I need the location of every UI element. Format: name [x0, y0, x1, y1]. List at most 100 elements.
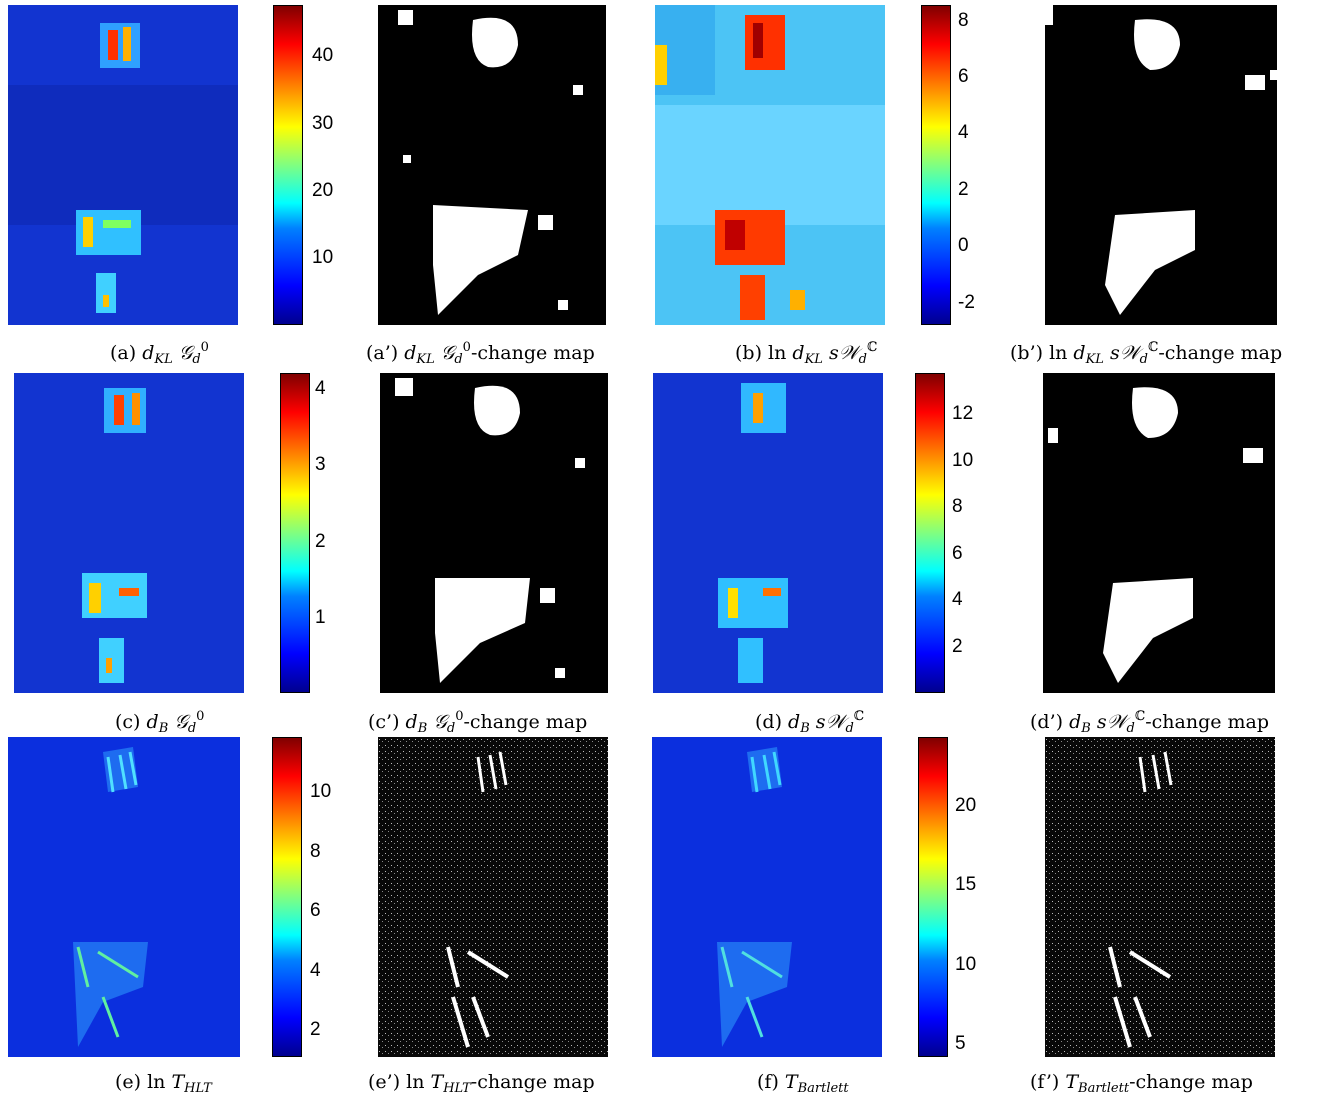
caption-d-model: s𝒲	[809, 711, 846, 733]
caption-b2-subscript2: d	[1139, 352, 1148, 367]
colorbar-f	[918, 737, 948, 1057]
tick-label: 10	[310, 781, 332, 802]
caption-c-superscript: 0	[196, 709, 205, 724]
caption-c-subscript2: d	[187, 721, 197, 736]
caption-f: (f) TBartlett	[757, 1071, 849, 1096]
tick-label: 2	[952, 636, 963, 657]
caption-b-subscript2: d	[858, 352, 867, 367]
caption-b2-subscript: KL	[1085, 352, 1104, 367]
caption-e2: (e’) ln THLT-change map	[368, 1071, 595, 1096]
caption-b-model: s𝒲	[822, 342, 859, 364]
tick-label: 6	[958, 66, 969, 87]
caption-c2-superscript: 0	[455, 709, 464, 724]
tick-label: 30	[312, 113, 334, 134]
change-map-f	[1045, 737, 1275, 1057]
tick-label: 3	[315, 454, 326, 475]
tick-label: 4	[952, 589, 963, 610]
heatmap-b-image	[655, 5, 885, 325]
change-map-a	[378, 5, 606, 325]
caption-e-symbol: T	[171, 1071, 185, 1093]
caption-b2: (b’) ln dKL s𝒲dℂ-change map	[1010, 340, 1282, 367]
change-map-c	[380, 373, 608, 693]
heatmap-d-image	[653, 373, 883, 693]
heatmap-a-dkl-g0	[8, 5, 238, 325]
colorbar-c	[280, 373, 310, 693]
caption-e-subscript: HLT	[184, 1081, 212, 1096]
caption-a2: (a’) dKL 𝒢d0-change map	[366, 340, 595, 367]
caption-d-subscript2: d	[845, 721, 854, 736]
caption-b: (b) ln dKL s𝒲dℂ	[735, 340, 877, 367]
change-map-e-image	[378, 737, 608, 1057]
caption-f2: (f’) TBartlett-change map	[1030, 1071, 1253, 1096]
tick-label: 4	[310, 960, 321, 981]
caption-e2-symbol: T	[430, 1071, 444, 1093]
tick-label: 8	[952, 496, 963, 517]
tick-label: 20	[955, 795, 977, 816]
caption-a2-subscript2: d	[454, 352, 463, 367]
caption-c-model: 𝒢	[168, 711, 188, 733]
heatmap-f-image	[652, 737, 882, 1057]
caption-c-symbol: d	[146, 711, 159, 733]
caption-f-prefix: (f)	[757, 1071, 785, 1093]
change-map-f-image	[1045, 737, 1275, 1057]
caption-b2-prefix: (b’) ln	[1010, 342, 1074, 364]
change-map-c-image	[395, 378, 585, 683]
caption-a2-subscript: KL	[416, 352, 435, 367]
caption-e2-subscript: HLT	[443, 1081, 471, 1096]
heatmap-c-db-g0	[14, 373, 244, 693]
tick-label: 6	[952, 543, 963, 564]
heatmap-a-image	[8, 5, 238, 325]
heatmap-c-image	[14, 373, 244, 693]
tick-label: 10	[312, 247, 334, 268]
caption-e: (e) ln THLT	[115, 1071, 212, 1096]
caption-a2-suffix: -change map	[470, 342, 595, 364]
tick-label: 1	[315, 607, 326, 628]
caption-d-subscript: B	[800, 721, 810, 736]
caption-d2-symbol: d	[1069, 711, 1082, 733]
caption-c: (c) dB 𝒢d0	[115, 709, 204, 736]
tick-label: 0	[958, 235, 969, 256]
colorbar-d	[915, 373, 945, 693]
tick-label: 8	[958, 10, 969, 31]
caption-d2: (d’) dB s𝒲dℂ-change map	[1030, 709, 1269, 736]
caption-f2-suffix: -change map	[1129, 1071, 1253, 1093]
caption-a2-model: 𝒢	[434, 342, 455, 364]
change-map-b	[1045, 5, 1277, 325]
change-map-b-image	[1045, 5, 1277, 315]
tick-label: -2	[958, 292, 975, 313]
colorbar-e	[272, 737, 302, 1057]
caption-d2-prefix: (d’)	[1030, 711, 1070, 733]
tick-label: 10	[955, 954, 977, 975]
tick-label: 15	[955, 874, 977, 895]
caption-e2-prefix: (e’) ln	[368, 1071, 431, 1093]
caption-f2-subscript: Bartlett	[1078, 1081, 1130, 1096]
tick-label: 10	[952, 450, 974, 471]
caption-d2-superscript: ℂ	[1134, 709, 1146, 724]
heatmap-f-tbartlett	[652, 737, 882, 1057]
caption-b2-symbol: d	[1073, 342, 1086, 364]
tick-label: 2	[310, 1019, 321, 1040]
caption-a-subscript: KL	[154, 352, 173, 367]
caption-f-symbol: T	[784, 1071, 798, 1093]
caption-d2-subscript: B	[1081, 721, 1091, 736]
caption-a2-symbol: d	[404, 342, 417, 364]
caption-c2-model: 𝒢	[427, 711, 447, 733]
caption-c2-suffix: -change map	[463, 711, 588, 733]
caption-c2-prefix: (c’)	[368, 711, 406, 733]
tick-label: 5	[955, 1033, 966, 1054]
caption-c-prefix: (c)	[115, 711, 147, 733]
caption-a2-prefix: (a’)	[366, 342, 405, 364]
heatmap-e-image	[8, 737, 240, 1057]
caption-a-superscript: 0	[200, 340, 209, 355]
caption-d-superscript: ℂ	[853, 709, 865, 724]
change-map-d	[1043, 373, 1275, 693]
heatmap-d-db-sw	[653, 373, 883, 693]
caption-a-subscript2: d	[192, 352, 201, 367]
colorbar-a	[273, 5, 303, 325]
tick-label: 2	[315, 531, 326, 552]
caption-c2-subscript2: d	[446, 721, 456, 736]
caption-e-prefix: (e) ln	[115, 1071, 172, 1093]
tick-label: 20	[312, 180, 334, 201]
caption-a-symbol: d	[142, 342, 155, 364]
tick-label: 6	[310, 900, 321, 921]
